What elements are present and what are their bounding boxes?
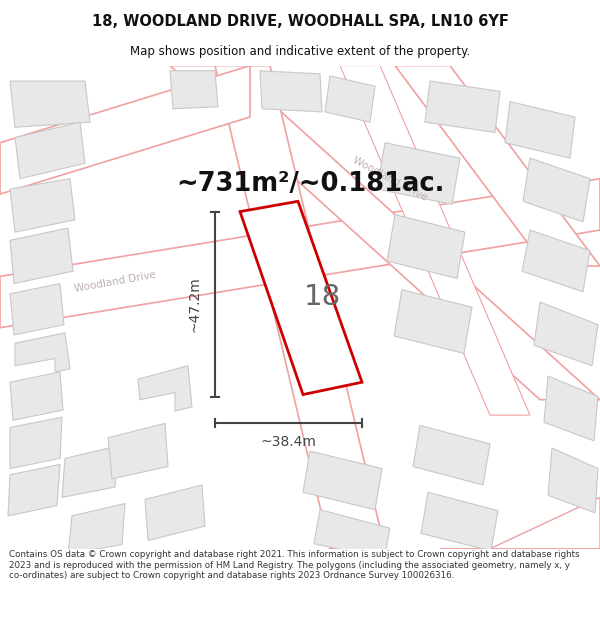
Polygon shape — [340, 66, 530, 415]
Text: Woodland Drive: Woodland Drive — [351, 155, 429, 202]
Polygon shape — [505, 102, 575, 158]
Polygon shape — [8, 464, 60, 516]
Polygon shape — [10, 372, 63, 420]
Polygon shape — [0, 179, 600, 328]
Polygon shape — [62, 446, 118, 498]
Polygon shape — [387, 214, 465, 278]
Polygon shape — [170, 66, 600, 400]
Text: ~47.2m: ~47.2m — [188, 276, 202, 332]
Polygon shape — [10, 228, 73, 284]
Polygon shape — [523, 158, 590, 222]
Polygon shape — [425, 81, 500, 132]
Polygon shape — [68, 504, 125, 554]
Polygon shape — [534, 302, 598, 366]
Polygon shape — [10, 179, 75, 232]
Polygon shape — [421, 492, 498, 551]
Polygon shape — [522, 230, 590, 292]
Polygon shape — [413, 426, 490, 485]
Polygon shape — [544, 376, 598, 441]
Text: Map shows position and indicative extent of the property.: Map shows position and indicative extent… — [130, 44, 470, 58]
Polygon shape — [15, 333, 70, 372]
Polygon shape — [240, 201, 362, 394]
Polygon shape — [0, 66, 250, 194]
Polygon shape — [395, 66, 600, 266]
Polygon shape — [325, 76, 375, 122]
Polygon shape — [170, 71, 218, 109]
Polygon shape — [138, 366, 192, 411]
Polygon shape — [260, 71, 322, 112]
Polygon shape — [15, 122, 85, 179]
Polygon shape — [10, 81, 90, 127]
Text: ~731m²/~0.181ac.: ~731m²/~0.181ac. — [176, 171, 444, 197]
Polygon shape — [145, 485, 205, 541]
Polygon shape — [314, 510, 390, 559]
Text: ~38.4m: ~38.4m — [260, 435, 316, 449]
Text: 18, WOODLAND DRIVE, WOODHALL SPA, LN10 6YF: 18, WOODLAND DRIVE, WOODHALL SPA, LN10 6… — [92, 14, 508, 29]
Polygon shape — [108, 423, 168, 479]
Polygon shape — [548, 448, 598, 512]
Polygon shape — [10, 284, 64, 335]
Text: Woodland Drive: Woodland Drive — [73, 269, 157, 294]
Polygon shape — [215, 66, 385, 549]
Polygon shape — [377, 142, 460, 204]
Polygon shape — [10, 417, 62, 469]
Text: 18: 18 — [304, 283, 341, 311]
Polygon shape — [394, 290, 472, 354]
Text: Contains OS data © Crown copyright and database right 2021. This information is : Contains OS data © Crown copyright and d… — [9, 550, 580, 580]
Polygon shape — [440, 498, 600, 549]
Polygon shape — [303, 451, 382, 510]
